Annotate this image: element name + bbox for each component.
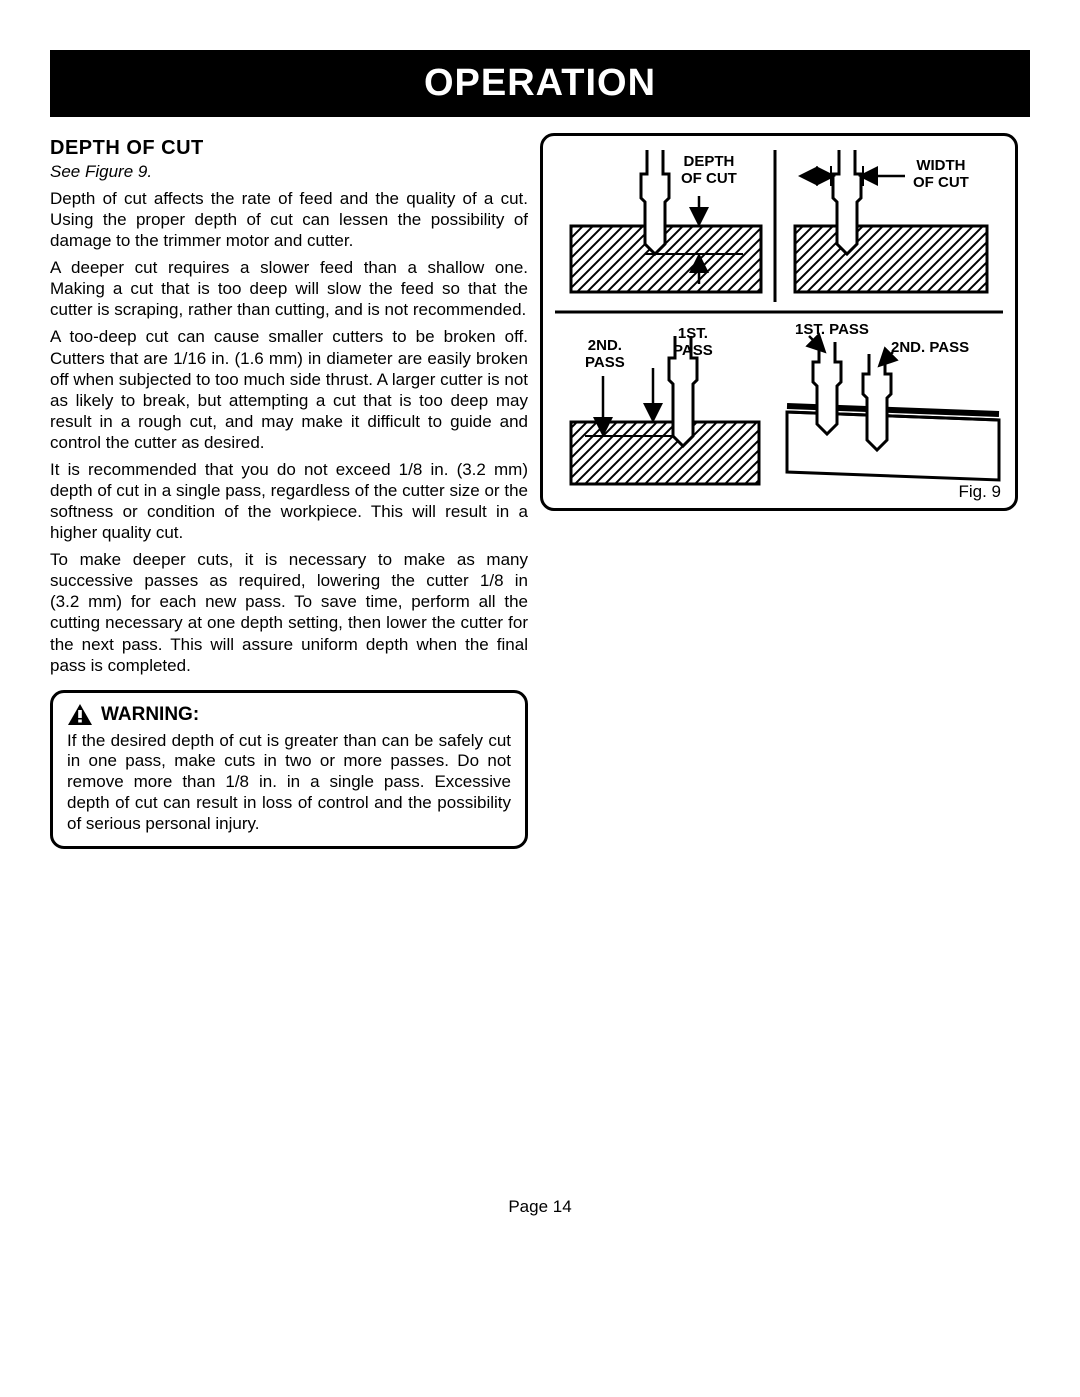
left-column: DEPTH OF CUT See Figure 9. Depth of cut …: [50, 133, 528, 849]
figure-9-box: DEPTH OF CUT WIDTH OF CUT 1ST. PASS 2ND.…: [540, 133, 1018, 511]
operation-banner: OPERATION: [50, 50, 1030, 117]
banner-title: OPERATION: [50, 62, 1030, 105]
right-column: DEPTH OF CUT WIDTH OF CUT 1ST. PASS 2ND.…: [540, 133, 1018, 849]
body-paragraph-4: It is recommended that you do not exceed…: [50, 459, 528, 543]
figure-9-diagram: [543, 136, 1015, 508]
warning-title: WARNING:: [101, 704, 199, 726]
label-first-pass-single: 1ST. PASS: [795, 322, 869, 339]
body-paragraph-2: A deeper cut requires a slower feed than…: [50, 257, 528, 320]
label-depth-of-cut: DEPTH OF CUT: [681, 154, 737, 187]
see-figure-reference: See Figure 9.: [50, 162, 528, 182]
body-paragraph-5: To make deeper cuts, it is necessary to …: [50, 549, 528, 675]
figure-caption: Fig. 9: [958, 482, 1001, 502]
section-heading: DEPTH OF CUT: [50, 137, 528, 160]
label-second-pass-single: 2ND. PASS: [891, 340, 969, 357]
label-second-pass: 2ND. PASS: [585, 338, 625, 371]
body-paragraph-3: A too-deep cut can cause smaller cutters…: [50, 326, 528, 452]
warning-box: WARNING: If the desired depth of cut is …: [50, 690, 528, 850]
label-width-of-cut: WIDTH OF CUT: [913, 158, 969, 191]
warning-text: If the desired depth of cut is greater t…: [67, 731, 511, 835]
label-first-pass: 1ST. PASS: [673, 326, 713, 359]
body-paragraph-1: Depth of cut affects the rate of feed an…: [50, 188, 528, 251]
page-number: Page 14: [0, 1197, 1080, 1217]
warning-triangle-icon: [67, 703, 93, 727]
